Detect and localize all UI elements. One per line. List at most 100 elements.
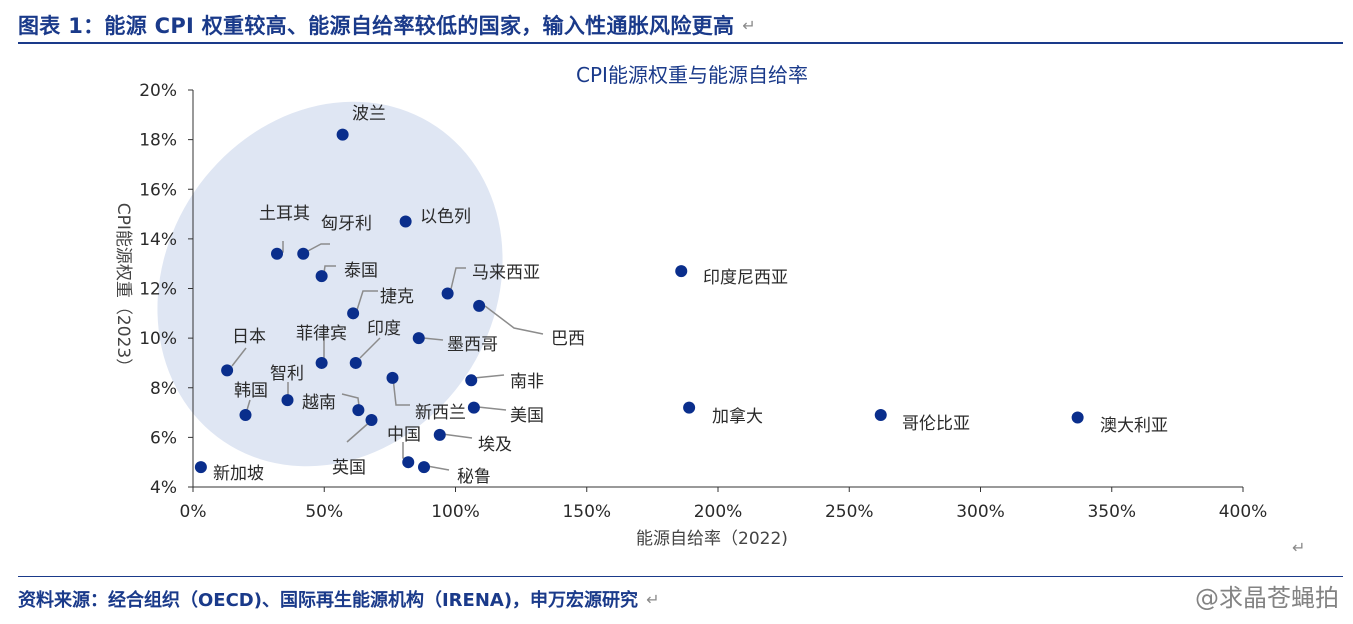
data-point <box>467 401 480 414</box>
data-label: 韩国 <box>234 381 268 401</box>
data-point <box>271 247 283 260</box>
data-point <box>239 409 252 422</box>
x-tick-label: 200% <box>694 502 743 522</box>
data-point <box>386 371 399 384</box>
return-mark-icon: ↵ <box>646 589 660 609</box>
leader-line <box>450 267 466 290</box>
y-tick-label: 18% <box>139 131 177 151</box>
data-point <box>315 270 328 283</box>
data-label: 英国 <box>332 458 366 478</box>
chart-title: CPI能源权重与能源自给率 <box>576 63 808 87</box>
y-tick-label: 4% <box>150 478 177 498</box>
data-point <box>365 414 378 427</box>
watermark: @求晶苍蝇拍 <box>1195 584 1339 612</box>
x-axis-title: 能源自给率（2022) <box>636 529 788 549</box>
leader-line <box>473 374 505 379</box>
x-tick-label: 350% <box>1087 502 1136 522</box>
chart-area: 0% 50% 100% 150% 200% 250% 300% 350% 400% 4% 6% 8% 1… <box>0 48 1353 568</box>
highlight-ellipse <box>157 101 503 467</box>
y-tick-label: 20% <box>139 81 177 101</box>
chart-footer: 资料来源：经合组织（OECD)、国际再生能源机构（IRENA)，申万宏源研究 ↵ <box>18 576 1343 621</box>
data-point <box>473 299 486 312</box>
leader-line <box>392 377 410 406</box>
chart-header: 图表 1：能源 CPI 权重较高、能源自给率较低的国家，输入性通胀风险更高 ↵ <box>18 8 1343 44</box>
leader-line <box>359 337 381 359</box>
figure-title: 图表 1：能源 CPI 权重较高、能源自给率较低的国家，输入性通胀风险更高 <box>18 14 735 38</box>
y-axis-title: CPI能源权重（2023） <box>113 203 133 375</box>
source-note: 资料来源：经合组织（OECD)、国际再生能源机构（IRENA)，申万宏源研究 <box>18 590 639 611</box>
data-label: 墨西哥 <box>447 335 498 355</box>
data-point <box>465 374 478 387</box>
x-tick-label: 100% <box>431 502 480 522</box>
data-point <box>281 394 294 407</box>
data-label: 波兰 <box>352 104 386 124</box>
x-tick-label: 50% <box>305 502 343 522</box>
data-label: 越南 <box>302 393 336 413</box>
data-label: 新西兰 <box>415 403 466 423</box>
data-label: 印度 <box>367 319 401 339</box>
leader-line <box>484 305 544 335</box>
data-point <box>874 409 887 422</box>
return-mark-icon: ↵ <box>742 15 756 35</box>
y-tick-label: 8% <box>150 379 177 399</box>
data-label: 捷克 <box>380 287 414 307</box>
scatter-chart: 0% 50% 100% 150% 200% 250% 300% 350% 400% 4% 6% 8% 1… <box>113 63 1268 549</box>
data-point <box>399 215 412 228</box>
data-label: 菲律宾 <box>296 324 347 344</box>
data-point <box>412 332 425 345</box>
data-label: 埃及 <box>478 435 512 455</box>
data-point <box>349 356 362 369</box>
data-label: 日本 <box>232 327 266 347</box>
data-label: 哥伦比亚 <box>902 414 970 434</box>
x-tick-label: 300% <box>956 502 1005 522</box>
leader-line <box>246 399 251 411</box>
data-point <box>336 128 349 141</box>
data-label: 以色列 <box>420 207 471 227</box>
data-point <box>297 247 310 260</box>
return-mark-icon: ↵ <box>1292 538 1306 557</box>
x-tick-label: 250% <box>825 502 874 522</box>
leader-line <box>323 265 336 274</box>
leader-line <box>426 465 450 471</box>
y-tick-label: 12% <box>139 280 177 300</box>
data-label: 土耳其 <box>259 204 310 224</box>
data-label: 匈牙利 <box>321 214 372 234</box>
leader-line <box>341 393 360 407</box>
y-axis-title-group: CPI能源权重（2023） <box>113 203 133 375</box>
leader-line <box>441 433 473 439</box>
y-tick-label: 16% <box>139 180 177 200</box>
leader-line <box>477 406 507 411</box>
data-point <box>315 356 328 369</box>
x-tick-label: 0% <box>180 502 207 522</box>
data-label: 泰国 <box>344 261 378 281</box>
data-point <box>683 401 696 414</box>
data-point <box>352 404 365 417</box>
y-tick-label: 6% <box>150 428 177 448</box>
data-point <box>221 364 234 377</box>
data-label: 马来西亚 <box>472 263 540 283</box>
x-tick-label: 400% <box>1219 502 1268 522</box>
data-label: 巴西 <box>551 329 585 349</box>
data-label: 南非 <box>510 372 544 392</box>
leader-line <box>305 243 330 253</box>
data-point <box>194 461 207 474</box>
leader-line <box>356 290 378 311</box>
leader-line <box>422 337 444 341</box>
data-label: 秘鲁 <box>457 467 491 487</box>
data-point <box>1071 411 1084 424</box>
data-label: 新加坡 <box>213 464 264 484</box>
data-label: 中国 <box>387 425 421 445</box>
data-label: 加拿大 <box>712 406 763 427</box>
leader-line <box>231 347 247 367</box>
data-point <box>347 307 360 320</box>
data-point <box>433 428 446 441</box>
data-point <box>418 461 430 474</box>
data-point <box>675 265 688 278</box>
data-point <box>402 456 415 469</box>
y-tick-label: 14% <box>139 230 177 250</box>
data-label: 智利 <box>270 364 304 384</box>
data-label: 印度尼西亚 <box>703 268 788 288</box>
y-tick-label: 10% <box>139 329 177 349</box>
x-tick-label: 150% <box>562 502 611 522</box>
data-point <box>441 287 454 300</box>
